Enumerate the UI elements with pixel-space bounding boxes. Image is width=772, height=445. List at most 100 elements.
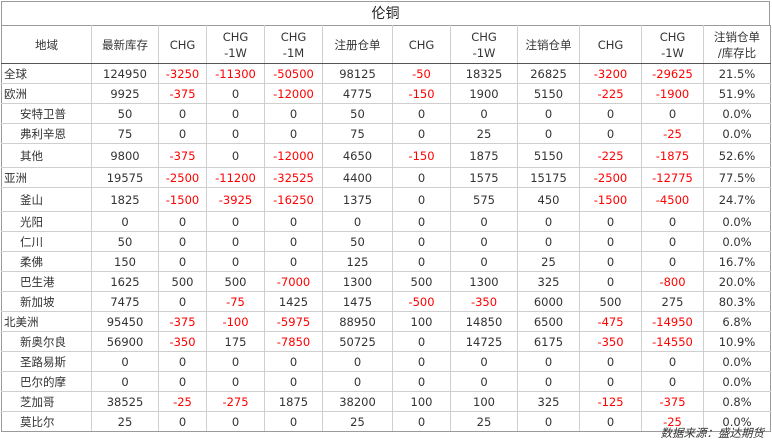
table-cell: 1425 [264,291,323,312]
table-cell: 0 [264,371,323,392]
table-cell: 4650 [322,143,393,168]
table-cell: 25 [322,411,393,432]
column-header: 最新库存 [91,25,159,64]
table-cell: -25 [641,123,704,144]
table-cell: 325 [517,271,580,292]
table-cell: 0 [641,103,704,124]
table-cell: 1300 [450,271,518,292]
location-row: 莫比尔 25 0 0 0 25 0 25 0 0 -25 0.0% [1,411,771,432]
table-cell: -150 [392,83,451,104]
table-cell: 100 [392,311,451,332]
location-row: 釜山 1825 -1500 -3925 -16250 1375 0 575 450 -1500 -4… [1,187,771,212]
location-row: 芝加哥 38525 -25 -275 1875 38200 100 100 325 -125 -37… [1,391,771,412]
location-row: 仁川 50 0 0 0 50 0 0 0 0 0 0.0% [1,231,771,252]
row-label: 新奥尔良 [1,331,92,352]
table-cell: 0 [579,211,642,232]
table-cell: 10.9% [703,331,771,352]
table-cell: 50 [91,103,159,124]
table-cell: 0 [264,211,323,232]
table-cell: 14850 [450,311,518,332]
column-header: 注销仓单 /库存比 [703,25,771,64]
table-cell: 0 [641,371,704,392]
column-header: 地域 [1,25,92,64]
table-cell: 25 [91,411,159,432]
table-cell: 0 [206,351,265,372]
table-cell: 0 [264,103,323,124]
table-cell: 500 [206,271,265,292]
table-cell: 0.8% [703,391,771,412]
table-cell: 0 [517,231,580,252]
table-cell: -1875 [641,143,704,168]
table-cell: 0 [517,103,580,124]
table-cell: -125 [579,391,642,412]
table-cell: -2500 [158,167,207,188]
table-cell: 95450 [91,311,159,332]
table-cell: 500 [392,271,451,292]
table-cell: 0 [158,251,207,272]
table-cell: 0 [91,351,159,372]
table-cell: 5150 [517,143,580,168]
table-cell: -16250 [264,187,323,212]
column-header: 注销仓单 [517,25,580,64]
data-source-note: 数据来源：盛达期货 [660,426,765,440]
table-cell: 51.9% [703,83,771,104]
table-cell: -800 [641,271,704,292]
table-cell: 0 [206,231,265,252]
row-label: 全球 [1,63,92,84]
table-cell: 0.0% [703,351,771,372]
table-cell: 275 [641,291,704,312]
table-cell: 16.7% [703,251,771,272]
table-cell: 0 [450,251,518,272]
table-cell: -225 [579,83,642,104]
table-cell: 0 [579,351,642,372]
table-cell: -375 [641,391,704,412]
table-cell: 0.0% [703,123,771,144]
table-title: 伦铜 [1,1,770,25]
table-cell: 0 [264,123,323,144]
table-cell: -275 [206,391,265,412]
table-cell: -7000 [264,271,323,292]
table-cell: -500 [392,291,451,312]
table-cell: 0 [641,231,704,252]
location-row: 新加坡 7475 0 -75 1425 1475 -500 -350 6000 500 275 80.… [1,291,771,312]
table-cell: -12000 [264,143,323,168]
table-cell: 0 [206,211,265,232]
table-cell: 1900 [450,83,518,104]
table-cell: -25 [158,391,207,412]
table-cell: 0 [579,271,642,292]
table-cell: 0 [158,231,207,252]
table-cell: 50 [322,103,393,124]
table-cell: 100 [392,391,451,412]
table-cell: 77.5% [703,167,771,188]
row-label: 莫比尔 [1,411,92,432]
table-cell: 0 [206,411,265,432]
table-cell: 1825 [91,187,159,212]
table-cell: 88950 [322,311,393,332]
table-cell: 0 [206,123,265,144]
table-cell: -225 [579,143,642,168]
table-cell: 0 [264,351,323,372]
table-cell: 0 [517,351,580,372]
row-label: 亚洲 [1,167,92,188]
table-cell: -350 [158,331,207,352]
table-cell: 0 [450,231,518,252]
row-label: 弗利辛恩 [1,123,92,144]
table-cell: 0 [206,251,265,272]
table-cell: -4500 [641,187,704,212]
table-cell: -3250 [158,63,207,84]
column-header: CHG -1M [264,25,323,64]
table-cell: -12775 [641,167,704,188]
table-cell: -29625 [641,63,704,84]
column-header: CHG -1W [206,25,265,64]
table-cell: 21.5% [703,63,771,84]
table-cell: 0 [450,211,518,232]
table-cell: 0 [392,251,451,272]
table-cell: -150 [392,143,451,168]
table-cell: 0 [579,231,642,252]
table-cell: 1475 [322,291,393,312]
inventory-table-panel: 伦铜 地域 最新库存 CHG CHG -1W CHG -1M 注册仓单 CHG CHG -1W… [1,1,771,432]
table-cell: 80.3% [703,291,771,312]
table-cell: 0 [392,167,451,188]
location-row: 安特卫普 50 0 0 0 50 0 0 0 0 0 0.0% [1,103,771,124]
table-cell: 0 [450,351,518,372]
